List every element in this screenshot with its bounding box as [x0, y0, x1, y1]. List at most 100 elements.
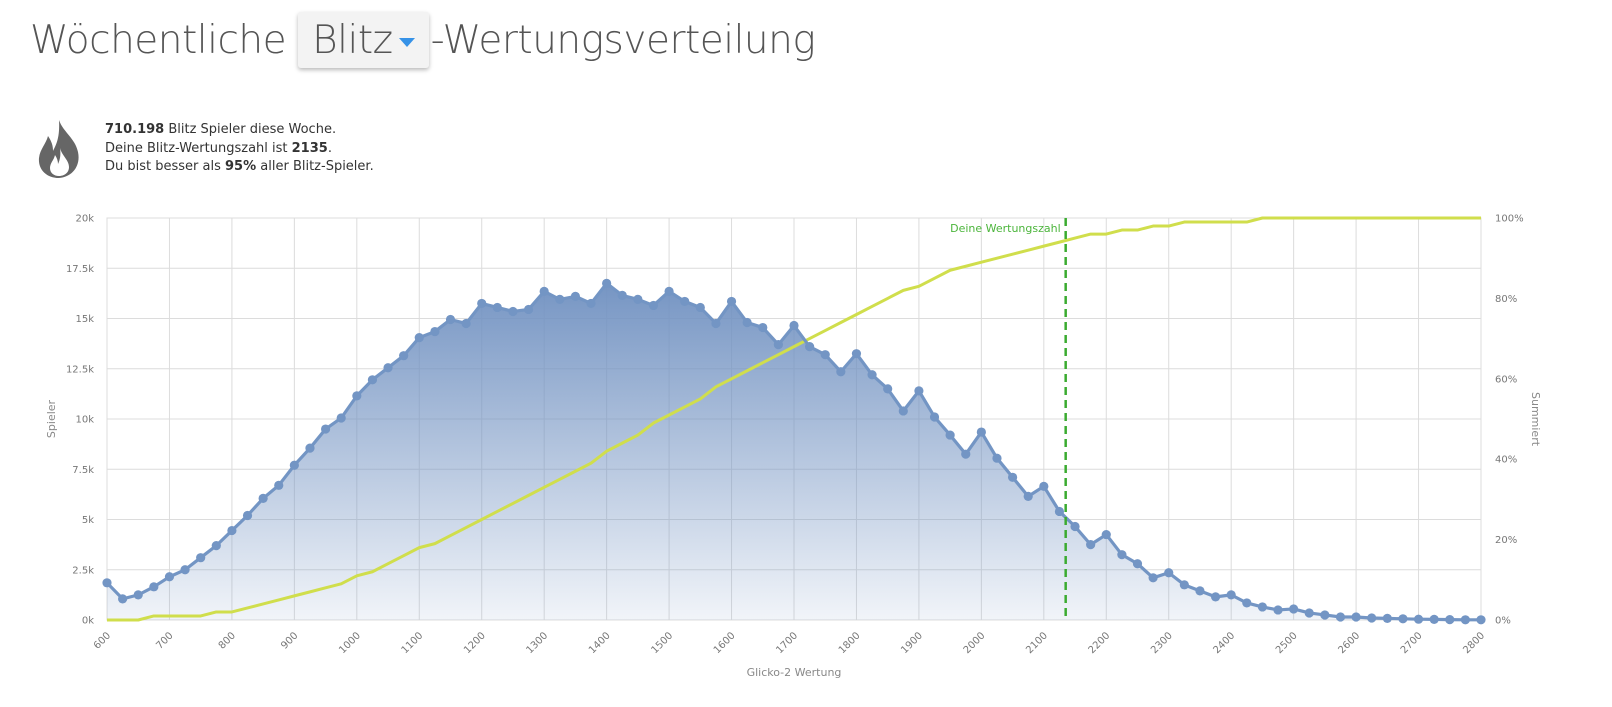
data-point: [929, 412, 940, 422]
data-point: [305, 443, 315, 453]
y-axis-title: Spieler: [45, 399, 58, 438]
rating-marker: Deine Wertungszahl: [950, 218, 1067, 620]
y2-tick-label: 20%: [1495, 535, 1517, 546]
data-point: [180, 565, 190, 575]
data-point: [196, 553, 206, 563]
y-tick-label: 15k: [75, 314, 94, 325]
data-point: [836, 367, 846, 377]
data-point: [711, 318, 721, 329]
x-axis-title: Glicko-2 Wertung: [747, 666, 842, 679]
rating-line: Deine Blitz-Wertungszahl ist 2135.: [105, 140, 374, 159]
data-point: [680, 296, 690, 307]
better-percent: 95%: [225, 159, 257, 174]
data-point: [1460, 615, 1470, 625]
x-tick-label: 1900: [899, 630, 925, 656]
data-point: [805, 342, 815, 352]
data-point: [570, 291, 581, 301]
x-tick-label: 2000: [962, 630, 988, 656]
x-tick-label: 600: [92, 630, 113, 651]
caret-down-icon: [398, 37, 415, 47]
x-tick-label: 1200: [462, 630, 488, 656]
data-point: [726, 296, 737, 307]
x-tick-label: 2400: [1212, 630, 1238, 656]
data-point: [118, 594, 128, 604]
y-tick-label: 10k: [75, 415, 94, 426]
x-tick-label: 2300: [1149, 630, 1175, 656]
x-tick-label: 800: [217, 630, 238, 651]
data-point: [1476, 615, 1486, 625]
data-point: [1195, 586, 1205, 596]
y-tick-label: 12.5k: [66, 364, 94, 375]
data-point: [867, 370, 877, 380]
variant-dropdown[interactable]: Blitz: [298, 12, 429, 68]
data-point: [1335, 612, 1346, 622]
data-point: [789, 320, 799, 331]
data-point: [1320, 610, 1330, 620]
y-tick-label: 20k: [75, 214, 94, 225]
x-tick-label: 1300: [525, 630, 551, 656]
data-point: [274, 480, 284, 490]
data-point: [1086, 540, 1096, 550]
variant-dropdown-label: Blitz: [312, 17, 393, 63]
data-point: [1445, 614, 1455, 625]
data-point: [820, 350, 830, 360]
y2-tick-label: 0%: [1495, 616, 1511, 627]
x-tick-label: 1400: [587, 630, 613, 656]
percentile-line: Du bist besser als 95% aller Blitz-Spiel…: [105, 158, 374, 177]
y-tick-label: 7.5k: [72, 465, 94, 476]
data-point: [399, 351, 409, 361]
data-point: [773, 340, 783, 350]
data-point: [461, 318, 471, 329]
data-point: [1070, 521, 1080, 532]
data-point: [414, 332, 424, 343]
data-point: [523, 304, 534, 315]
data-point: [1117, 550, 1127, 560]
x-tick-label: 2800: [1461, 630, 1487, 656]
title-prefix: Wöchentliche: [30, 17, 287, 63]
data-point: [164, 572, 175, 582]
better-text-post: aller Blitz-Spieler.: [256, 159, 374, 174]
data-point: [383, 363, 393, 373]
rating-end: .: [327, 140, 332, 156]
data-point: [992, 453, 1002, 463]
rating-text: Deine Blitz-Wertungszahl ist: [105, 140, 292, 156]
data-point: [1382, 613, 1392, 623]
series-cumulative: [107, 216, 1481, 622]
fire-icon: [38, 120, 79, 178]
x-tick-label: 1800: [837, 630, 863, 656]
y2-tick-label: 80%: [1495, 294, 1517, 305]
data-point: [211, 541, 221, 551]
players-text: Blitz Spieler diese Woche.: [164, 122, 337, 137]
data-point: [602, 278, 612, 288]
data-point: [1351, 612, 1361, 622]
data-point: [1007, 472, 1018, 482]
data-point: [430, 326, 440, 337]
data-point: [1289, 604, 1299, 614]
stats-panel: 710.198 Blitz Spieler diese Woche. Deine…: [35, 118, 374, 180]
data-point: [258, 493, 268, 503]
data-point: [742, 317, 752, 328]
data-point: [320, 424, 331, 434]
data-point: [102, 578, 112, 588]
data-point: [149, 582, 159, 592]
y2-axis-title: Summiert: [1529, 392, 1542, 447]
x-tick-label: 2200: [1087, 630, 1113, 656]
data-point: [336, 413, 346, 423]
data-point: [477, 298, 487, 309]
x-tick-label: 1700: [774, 630, 800, 656]
players-line: 710.198 Blitz Spieler diese Woche.: [105, 121, 374, 140]
y2-tick-label: 40%: [1495, 455, 1517, 466]
data-point: [1054, 506, 1065, 517]
data-point: [242, 510, 253, 521]
y-tick-label: 2.5k: [72, 565, 94, 576]
page-title: Wöchentliche Blitz -Wertungsverteilung: [30, 8, 816, 72]
data-point: [1023, 491, 1033, 501]
data-point: [914, 386, 924, 396]
y2-tick-label: 100%: [1495, 214, 1524, 225]
y-tick-label: 5k: [82, 515, 94, 526]
data-point: [227, 525, 237, 536]
data-point: [851, 349, 862, 359]
data-point: [508, 306, 518, 317]
data-point: [633, 294, 643, 305]
